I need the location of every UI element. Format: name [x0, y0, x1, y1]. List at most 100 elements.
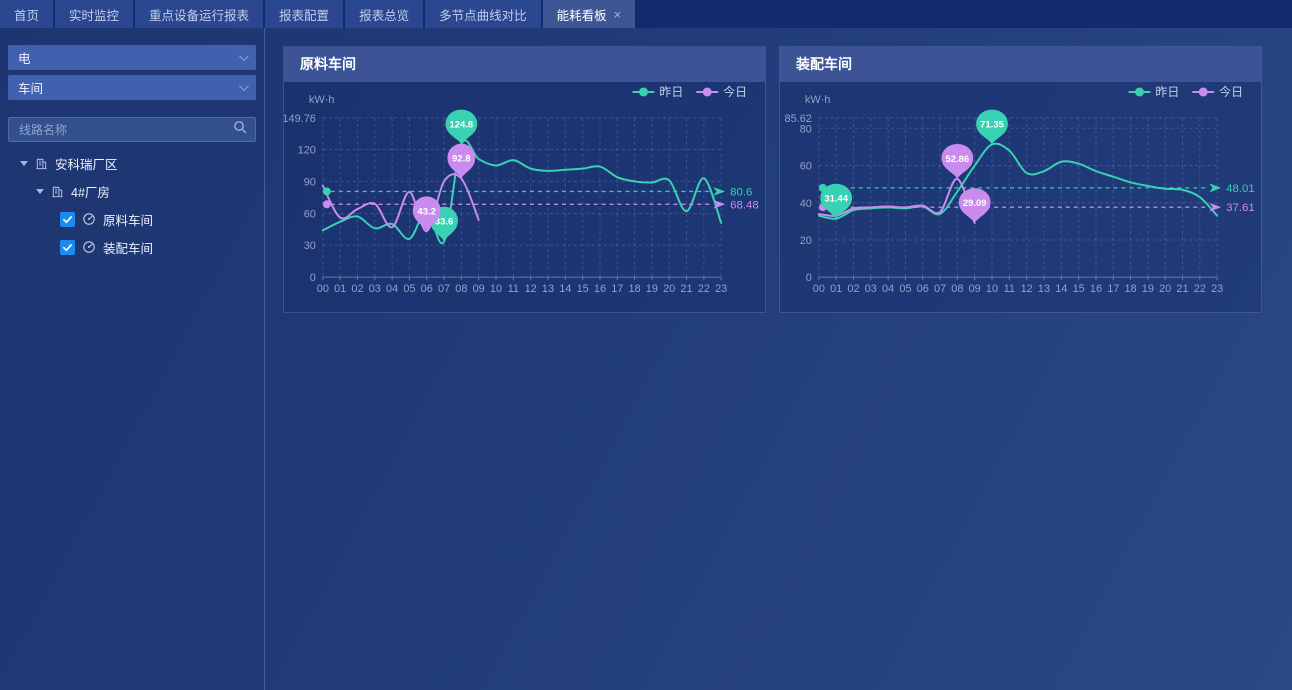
svg-text:05: 05 — [899, 283, 911, 295]
svg-text:37.61: 37.61 — [1226, 202, 1255, 214]
legend-item-today[interactable]: 今日 — [1192, 84, 1243, 99]
svg-text:09: 09 — [969, 283, 981, 295]
svg-text:22: 22 — [1194, 283, 1206, 295]
building-icon — [35, 157, 48, 170]
svg-text:03: 03 — [865, 283, 877, 295]
svg-text:06: 06 — [421, 283, 433, 295]
select-value: 电 — [18, 52, 31, 66]
svg-text:30: 30 — [304, 240, 316, 252]
tab-label: 首页 — [14, 8, 40, 23]
gauge-icon — [82, 212, 96, 226]
svg-text:10: 10 — [986, 283, 998, 295]
search-input[interactable] — [17, 121, 233, 138]
svg-text:68.48: 68.48 — [730, 199, 759, 211]
chart-assembly-workshop: 00 01 02 03 04 05 06 07 08 09 10 11 12 13 14 15 16 17 18 19… — [780, 82, 1261, 312]
svg-text:19: 19 — [646, 283, 658, 295]
panel-raw-material-workshop: 原料车间 00 01 02 03 04 05 06 07 08 09 10 11 12 13 14 15 16 1… — [283, 46, 766, 313]
caret-down-icon[interactable] — [36, 188, 44, 194]
legend-item-today[interactable]: 今日 — [696, 84, 747, 99]
node-dimension-select[interactable]: 车间 — [8, 75, 256, 100]
svg-text:48.01: 48.01 — [1226, 183, 1255, 195]
svg-text:07: 07 — [934, 283, 946, 295]
svg-text:13: 13 — [1038, 283, 1050, 295]
svg-text:08: 08 — [455, 283, 467, 295]
svg-text:40: 40 — [800, 198, 812, 210]
svg-text:20: 20 — [1159, 283, 1171, 295]
tree-node-label: 原料车间 — [103, 213, 154, 228]
tab-multinode-curve-compare[interactable]: 多节点曲线对比 — [425, 0, 541, 28]
svg-text:29.09: 29.09 — [963, 198, 987, 209]
tree-node-label: 4#厂房 — [71, 185, 110, 200]
panel-assembly-workshop: 装配车间 00 01 02 03 04 05 06 07 08 09 10 11 12 13 14 15 16 1… — [779, 46, 1262, 313]
tab-key-equipment-report[interactable]: 重点设备运行报表 — [135, 0, 264, 28]
tab-report-overview[interactable]: 报表总览 — [345, 0, 424, 28]
svg-text:80: 80 — [800, 123, 812, 135]
tab-report-config[interactable]: 报表配置 — [265, 0, 344, 28]
tab-home[interactable]: 首页 — [0, 0, 54, 28]
svg-text:16: 16 — [594, 283, 606, 295]
tab-label: 多节点曲线对比 — [439, 8, 527, 23]
svg-text:90: 90 — [304, 176, 316, 188]
svg-text:60: 60 — [800, 161, 812, 173]
tab-label: 重点设备运行报表 — [149, 8, 250, 23]
legend-item-yesterday[interactable]: 昨日 — [632, 85, 684, 99]
svg-text:18: 18 — [628, 283, 640, 295]
legend-item-yesterday[interactable]: 昨日 — [1128, 85, 1180, 99]
markpoint-max: 124.8 — [445, 109, 478, 145]
svg-text:92.8: 92.8 — [452, 154, 470, 165]
gauge-icon — [82, 240, 96, 254]
tree-node-2[interactable]: 原料车间 — [8, 205, 256, 233]
markpoint-max: 71.35 — [976, 109, 1008, 145]
markpoint-min: 31.44 — [820, 183, 853, 219]
svg-text:09: 09 — [473, 283, 485, 295]
svg-text:04: 04 — [882, 283, 894, 295]
panel-title: 原料车间 — [284, 47, 765, 82]
main-content: 原料车间 00 01 02 03 04 05 06 07 08 09 10 11 12 13 14 15 16 1… — [266, 28, 1292, 690]
svg-text:01: 01 — [830, 283, 842, 295]
check-icon — [63, 243, 72, 251]
tree-node-1[interactable]: 4#厂房 — [8, 177, 256, 205]
markpoint-min: 29.09 — [958, 188, 991, 224]
svg-text:11: 11 — [1004, 283, 1015, 295]
svg-text:21: 21 — [680, 283, 692, 295]
markpoint-max: 92.8 — [447, 143, 476, 179]
tree-node-0[interactable]: 安科瑞厂区 — [8, 149, 256, 177]
search-icon[interactable] — [233, 120, 247, 139]
svg-text:00: 00 — [317, 283, 329, 295]
svg-text:52.86: 52.86 — [946, 154, 970, 165]
search-box — [8, 117, 256, 142]
svg-text:23: 23 — [715, 283, 727, 295]
svg-text:11: 11 — [508, 283, 519, 295]
svg-text:08: 08 — [951, 283, 963, 295]
device-tree: 安科瑞厂区 4#厂房原料车间装配车间 — [8, 149, 256, 261]
tab-close-icon[interactable]: × — [613, 6, 622, 22]
svg-text:06: 06 — [917, 283, 929, 295]
markpoint-max: 52.86 — [941, 143, 974, 179]
svg-text:22: 22 — [698, 283, 710, 295]
tab-energy-dashboard[interactable]: 能耗看板 × — [542, 0, 636, 28]
caret-down-icon[interactable] — [20, 160, 28, 166]
svg-text:20: 20 — [800, 235, 812, 247]
svg-text:80.6: 80.6 — [730, 186, 752, 198]
chevron-down-icon — [238, 51, 249, 62]
tab-realtime-monitor[interactable]: 实时监控 — [55, 0, 134, 28]
svg-text:85.62: 85.62 — [784, 113, 811, 125]
svg-text:kW·h: kW·h — [805, 94, 831, 106]
svg-text:昨日: 昨日 — [1155, 85, 1179, 99]
building-icon — [51, 185, 64, 198]
energy-type-select[interactable]: 电 — [8, 45, 256, 70]
svg-text:12: 12 — [525, 283, 537, 295]
svg-text:今日: 今日 — [723, 84, 747, 99]
svg-text:00: 00 — [813, 283, 825, 295]
tree-node-3[interactable]: 装配车间 — [8, 233, 256, 261]
svg-text:15: 15 — [1073, 283, 1085, 295]
chart-raw-material-workshop: 00 01 02 03 04 05 06 07 08 09 10 11 12 13 14 15 16 17 18 19… — [284, 82, 765, 312]
svg-text:0: 0 — [310, 272, 316, 284]
svg-text:02: 02 — [847, 283, 859, 295]
checkbox[interactable] — [60, 211, 75, 227]
svg-text:今日: 今日 — [1219, 84, 1243, 99]
svg-text:21: 21 — [1176, 283, 1188, 295]
checkbox[interactable] — [60, 239, 75, 255]
svg-text:04: 04 — [386, 283, 398, 295]
svg-text:kW·h: kW·h — [309, 94, 335, 106]
